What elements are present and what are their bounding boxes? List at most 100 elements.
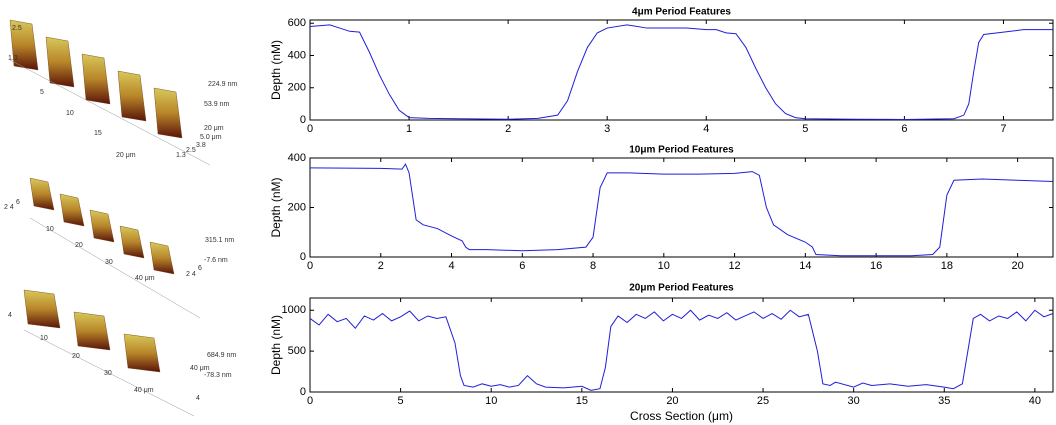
- x-tick-label: 1: [406, 123, 412, 135]
- render-label: 684.9 nm: [207, 352, 236, 359]
- render-label: 224.9 nm: [208, 81, 237, 88]
- chart-title: 4μm Period Features: [632, 7, 731, 18]
- surface-ridge: [23, 289, 61, 329]
- render-label: 5: [40, 89, 44, 96]
- plot-frame: [309, 157, 1054, 258]
- x-tick-label: 2: [505, 123, 511, 135]
- x-tick-label: 20: [1011, 260, 1023, 272]
- surface-ridge: [149, 241, 175, 275]
- render-label: 20 μm: [116, 152, 136, 159]
- x-tick-label: 6: [901, 123, 907, 135]
- surface-ridge: [29, 177, 55, 211]
- surface-ridge: [73, 311, 111, 351]
- x-tick-label: 20: [666, 395, 678, 407]
- x-tick-label: 5: [802, 123, 808, 135]
- depth-profile: [309, 309, 1054, 391]
- x-axis-label: Cross Section (μm): [630, 409, 733, 423]
- render-label: 15: [94, 130, 102, 137]
- y-tick-label: 0: [300, 251, 306, 263]
- render-label: 10: [66, 110, 74, 117]
- surface-ridge: [59, 193, 85, 227]
- x-tick-label: 16: [870, 260, 882, 272]
- x-tick-label: 5: [398, 395, 404, 407]
- render-label: 1.3: [8, 55, 18, 62]
- x-tick-label: 4: [703, 123, 709, 135]
- y-tick-label: 200: [288, 82, 306, 94]
- render-label: 10: [46, 226, 54, 233]
- chart-title: 20μm Period Features: [629, 283, 734, 294]
- x-tick-label: 10: [485, 395, 497, 407]
- render-label: 40 μm: [135, 275, 155, 282]
- render-label: 2 4: [4, 204, 14, 211]
- x-tick-label: 0: [307, 260, 313, 272]
- render-label: 2.5: [12, 25, 22, 32]
- render-label: 6: [16, 199, 20, 206]
- x-tick-label: 15: [576, 395, 588, 407]
- render-label: 3.8: [196, 142, 206, 149]
- surface-ridge: [123, 333, 161, 373]
- surface-ridge: [117, 70, 147, 122]
- chart-title: 10μm Period Features: [629, 145, 734, 156]
- render-label: 1.3: [176, 152, 186, 159]
- x-tick-label: 35: [938, 395, 950, 407]
- surface-ridge: [9, 19, 39, 71]
- surface-axis: [9, 59, 211, 166]
- y-tick-label: 200: [288, 201, 306, 213]
- render-label: 20: [75, 242, 83, 249]
- render-label: 4: [196, 395, 200, 402]
- x-tick-label: 18: [941, 260, 953, 272]
- render-label: 315.1 nm: [205, 237, 234, 244]
- render-label: 2 4: [186, 271, 196, 278]
- x-tick-label: 25: [757, 395, 769, 407]
- render-label: 2.5: [186, 147, 196, 154]
- render-label: 53.9 nm: [204, 101, 229, 108]
- y-tick-label: 0: [300, 386, 306, 398]
- x-tick-label: 14: [799, 260, 811, 272]
- plot-frame: [309, 19, 1054, 121]
- y-axis-label: Depth (nM): [269, 177, 283, 237]
- surface-ridge: [153, 87, 183, 139]
- render-label: -7.6 nm: [204, 257, 228, 264]
- x-tick-label: 30: [848, 395, 860, 407]
- surface-ridge: [45, 36, 75, 88]
- surface-axis: [29, 217, 201, 319]
- render-label: 6: [198, 265, 202, 272]
- y-axis-label: Depth (nM): [269, 315, 283, 375]
- x-tick-label: 7: [1000, 123, 1006, 135]
- surface-ridge: [81, 53, 111, 105]
- x-tick-label: 8: [590, 260, 596, 272]
- y-tick-label: 400: [288, 49, 306, 61]
- x-tick-label: 40: [1029, 395, 1041, 407]
- render-label: 40 μm: [190, 365, 210, 372]
- render-label: 20 μm: [204, 125, 224, 132]
- plot-frame: [309, 297, 1054, 393]
- depth-profile: [309, 24, 1053, 121]
- render-label: 5.0 μm: [200, 134, 222, 141]
- y-tick-label: 600: [288, 17, 306, 29]
- depth-profile: [309, 163, 1054, 257]
- x-tick-label: 12: [728, 260, 740, 272]
- x-tick-label: 3: [604, 123, 610, 135]
- y-tick-label: 400: [288, 152, 306, 164]
- render-label: 20: [72, 353, 80, 360]
- y-tick-label: 1000: [282, 304, 306, 316]
- x-tick-label: 10: [658, 260, 670, 272]
- surface-ridge: [119, 225, 145, 259]
- render-label: 30: [104, 370, 112, 377]
- y-axis-label: Depth (nM): [269, 40, 283, 100]
- x-tick-label: 2: [378, 260, 384, 272]
- x-tick-label: 6: [519, 260, 525, 272]
- x-tick-label: 0: [307, 123, 313, 135]
- render-label: -78.3 nm: [204, 372, 232, 379]
- x-tick-label: 4: [448, 260, 454, 272]
- y-tick-label: 500: [288, 345, 306, 357]
- y-tick-label: 0: [300, 114, 306, 126]
- surface-axis: [23, 329, 195, 417]
- render-label: 4: [8, 312, 12, 319]
- render-label: 30: [105, 259, 113, 266]
- x-tick-label: 0: [307, 395, 313, 407]
- render-label: 10: [40, 335, 48, 342]
- render-label: 40 μm: [134, 387, 154, 394]
